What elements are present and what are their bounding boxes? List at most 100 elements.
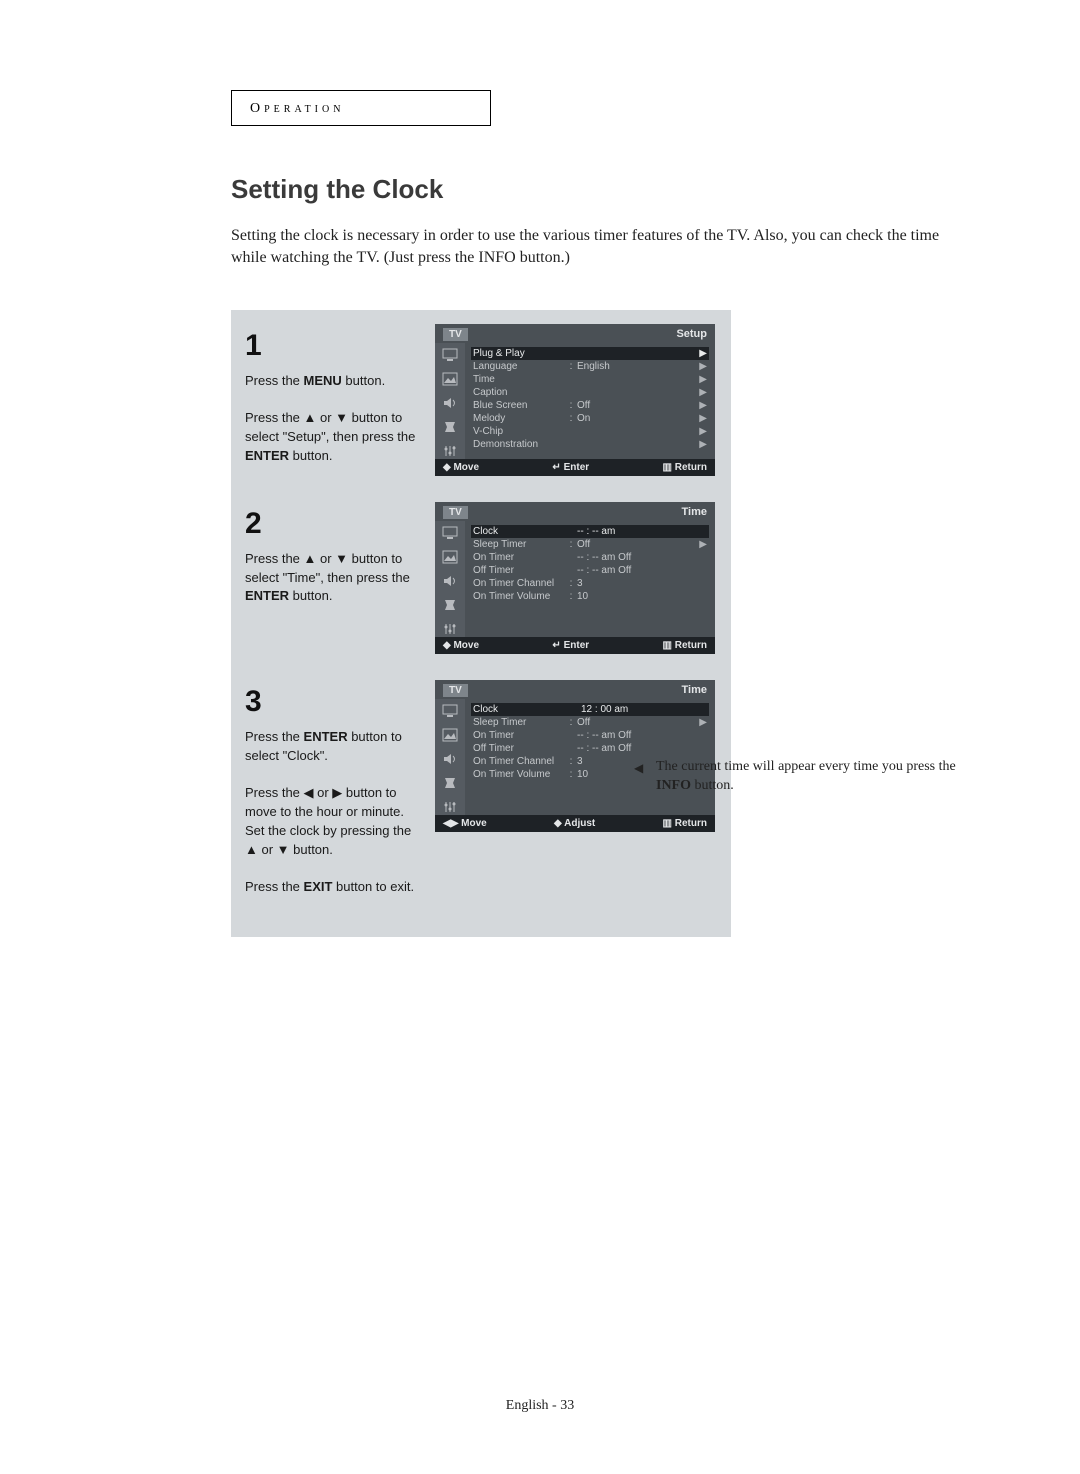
step-block: 3Press the ENTER button to select "Clock… bbox=[245, 680, 717, 923]
tv-row-label: Sleep Timer bbox=[473, 717, 565, 728]
tv-row-label: On Timer bbox=[473, 730, 565, 741]
tv-menu-row: Caption ▶ bbox=[471, 386, 709, 399]
tv-footer-hints: ◆ Move↵ Enter▥ Return bbox=[435, 459, 715, 476]
tv-row-label: Sleep Timer bbox=[473, 539, 565, 550]
tv-row-value: -- : -- am Off bbox=[577, 743, 693, 754]
tv-row-label: Demonstration bbox=[473, 439, 565, 450]
chevron-right-icon: ▶ bbox=[693, 348, 707, 359]
tv-row-value: 12 : 00 am bbox=[577, 704, 693, 715]
tv-menu-list: Clock-- : -- amSleep Timer:Off▶On Timer-… bbox=[465, 521, 715, 637]
tv-row-sep: : bbox=[565, 361, 577, 372]
sound-icon bbox=[441, 395, 459, 411]
tv-menu-row: On Timer Volume:10 bbox=[471, 590, 709, 603]
tv-row-value: Off bbox=[577, 539, 693, 550]
tv-row-label: Time bbox=[473, 374, 565, 385]
tv-header: TV Time bbox=[435, 502, 715, 521]
tv-footer-hints: ◆ Move↵ Enter▥ Return bbox=[435, 637, 715, 654]
picture-icon bbox=[441, 371, 459, 387]
tv-footer-hint: ▥ Return bbox=[663, 462, 707, 473]
tv-row-value: -- : -- am Off bbox=[577, 565, 693, 576]
tv-row-label: Language bbox=[473, 361, 565, 372]
tv-icon-rail bbox=[435, 343, 465, 459]
tv-menu-row: Clock 12 : 00 am bbox=[471, 703, 709, 716]
monitor-icon bbox=[441, 347, 459, 363]
monitor-icon bbox=[441, 525, 459, 541]
tv-menu-row: Sleep Timer:Off▶ bbox=[471, 716, 709, 729]
tv-row-sep: : bbox=[565, 413, 577, 424]
sound-icon bbox=[441, 751, 459, 767]
step-block: 1Press the MENU button.Press the ▲ or ▼ … bbox=[245, 324, 717, 502]
tv-menu-row: V-Chip ▶ bbox=[471, 425, 709, 438]
step-text: Press the ▲ or ▼ button to select "Time"… bbox=[245, 550, 425, 607]
tv-footer-hint: ↵ Enter bbox=[552, 640, 589, 651]
picture-icon bbox=[441, 549, 459, 565]
tv-menu-title: Setup bbox=[676, 328, 707, 341]
tv-menu-row: On Timer-- : -- am Off bbox=[471, 551, 709, 564]
tv-menu-row: Time ▶ bbox=[471, 373, 709, 386]
side-note-bold: INFO bbox=[656, 778, 691, 793]
step-number: 3 bbox=[245, 680, 425, 724]
monitor-icon bbox=[441, 703, 459, 719]
tv-footer-hint: ◆ Move bbox=[443, 640, 479, 651]
tv-menu-title: Time bbox=[682, 684, 707, 697]
tv-footer-hint: ◆ Adjust bbox=[554, 818, 595, 829]
chevron-right-icon: ▶ bbox=[693, 413, 707, 424]
tv-menu-row: Melody:On▶ bbox=[471, 412, 709, 425]
tv-row-value: -- : -- am Off bbox=[577, 552, 693, 563]
tv-menu-row: Language:English▶ bbox=[471, 360, 709, 373]
step-instructions: 2Press the ▲ or ▼ button to select "Time… bbox=[245, 502, 425, 606]
chevron-right-icon: ▶ bbox=[693, 387, 707, 398]
tv-footer-hint: ◀▶ Move bbox=[443, 818, 487, 829]
chevron-right-icon: ▶ bbox=[693, 539, 707, 550]
setup-icon bbox=[441, 419, 459, 435]
tv-menu-row: Clock-- : -- am bbox=[471, 525, 709, 538]
tv-body: Clock-- : -- amSleep Timer:Off▶On Timer-… bbox=[435, 521, 715, 637]
tv-row-label: Melody bbox=[473, 413, 565, 424]
tv-row-value: Off bbox=[577, 717, 693, 728]
tv-row-label: V-Chip bbox=[473, 426, 565, 437]
tv-row-sep: : bbox=[565, 769, 577, 780]
setup-icon bbox=[441, 775, 459, 791]
tv-row-value: 10 bbox=[577, 591, 693, 602]
tv-row-label: Blue Screen bbox=[473, 400, 565, 411]
tv-menu-row: Plug & Play▶ bbox=[471, 347, 709, 360]
tv-row-label: Off Timer bbox=[473, 565, 565, 576]
tv-row-value: 3 bbox=[577, 578, 693, 589]
chevron-right-icon: ▶ bbox=[693, 426, 707, 437]
chevron-right-icon: ▶ bbox=[693, 439, 707, 450]
step-text: Press the MENU button.Press the ▲ or ▼ b… bbox=[245, 372, 425, 466]
tv-osd-menu: TV Setup Plug & Play▶Language:English▶Time… bbox=[435, 324, 715, 476]
tv-osd-menu: TVTimeClock-- : -- amSleep Timer:Off▶On … bbox=[435, 502, 715, 654]
tv-badge: TV bbox=[443, 328, 468, 341]
step-instructions: 3Press the ENTER button to select "Clock… bbox=[245, 680, 425, 897]
section-tab-label: Operation bbox=[250, 101, 344, 116]
tv-row-label: On Timer Volume bbox=[473, 769, 565, 780]
picture-icon bbox=[441, 727, 459, 743]
step-number: 1 bbox=[245, 324, 425, 368]
tv-row-label: On Timer Channel bbox=[473, 578, 565, 589]
tv-row-sep: : bbox=[565, 717, 577, 728]
chevron-right-icon: ▶ bbox=[693, 717, 707, 728]
step-instructions: 1Press the MENU button.Press the ▲ or ▼ … bbox=[245, 324, 425, 466]
sliders-icon bbox=[441, 799, 459, 815]
tv-row-value: Off bbox=[577, 400, 693, 411]
chevron-right-icon: ▶ bbox=[693, 374, 707, 385]
tv-menu-row: Off Timer-- : -- am Off bbox=[471, 742, 709, 755]
tv-badge: TV bbox=[443, 684, 468, 697]
tv-badge: TV bbox=[443, 506, 468, 519]
chevron-right-icon: ▶ bbox=[693, 400, 707, 411]
sliders-icon bbox=[441, 621, 459, 637]
tv-body: Plug & Play▶Language:English▶Time▶Captio… bbox=[435, 343, 715, 459]
tv-row-sep: : bbox=[565, 591, 577, 602]
sliders-icon bbox=[441, 443, 459, 459]
tv-row-label: On Timer Volume bbox=[473, 591, 565, 602]
tv-menu-row: Blue Screen:Off▶ bbox=[471, 399, 709, 412]
tv-row-label: Clock bbox=[473, 704, 565, 715]
tv-row-value: On bbox=[577, 413, 693, 424]
step-number: 2 bbox=[245, 502, 425, 546]
tv-footer-hints: ◀▶ Move◆ Adjust▥ Return bbox=[435, 815, 715, 832]
tv-menu-row: Sleep Timer:Off▶ bbox=[471, 538, 709, 551]
tv-row-label: Caption bbox=[473, 387, 565, 398]
tv-menu-title: Time bbox=[682, 506, 707, 519]
tv-row-value-highlight: 12 : 00 am bbox=[577, 704, 632, 715]
